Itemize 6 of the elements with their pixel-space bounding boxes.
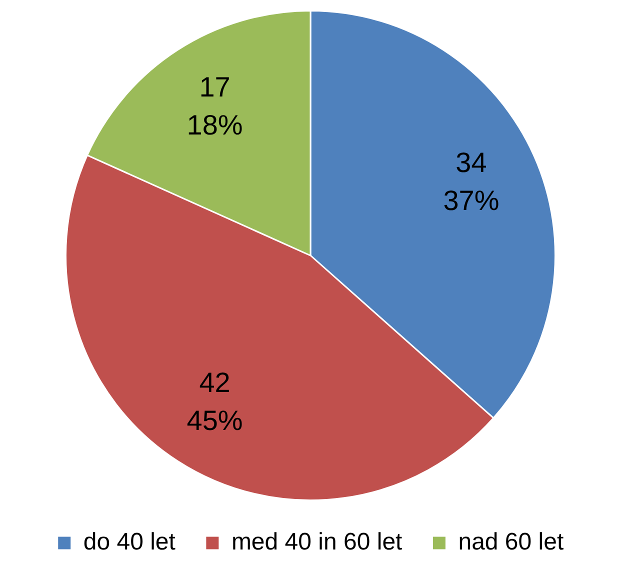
legend-label: nad 60 let [458, 528, 564, 556]
legend-label: do 40 let [83, 528, 176, 556]
data-label: 17 18% [186, 71, 243, 140]
legend-label: med 40 in 60 let [231, 528, 403, 556]
data-label: 42 45% [186, 367, 243, 436]
data-label: 34 37% [443, 147, 500, 216]
